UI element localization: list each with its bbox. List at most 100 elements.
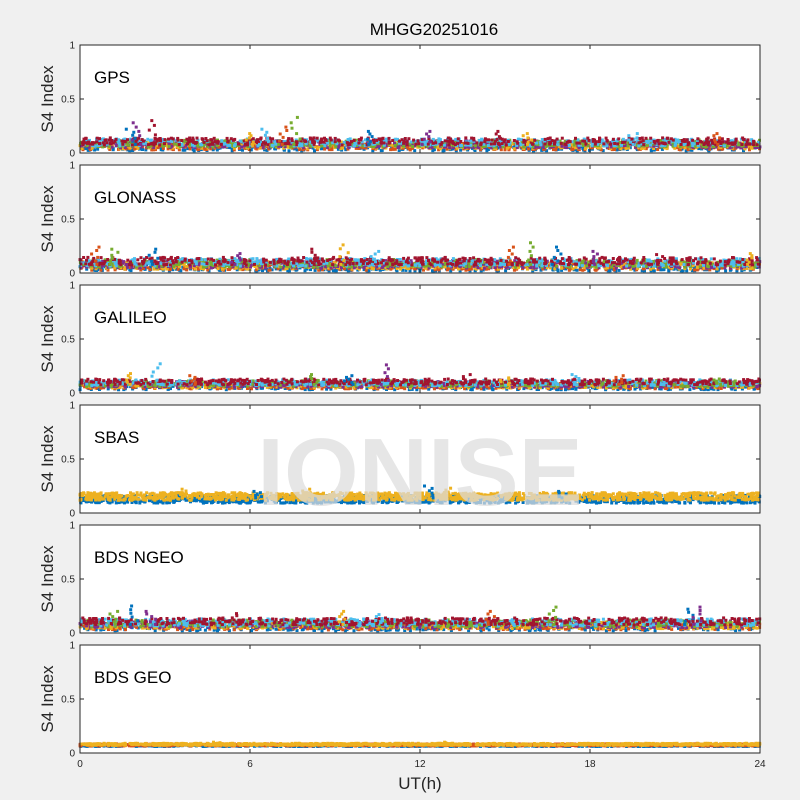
data-point: [584, 143, 587, 146]
data-point: [290, 121, 293, 124]
data-point: [353, 139, 356, 142]
data-point: [498, 143, 501, 146]
data-point: [703, 267, 706, 270]
data-point: [472, 137, 475, 140]
y-tick-label: 1: [69, 41, 75, 52]
data-point: [475, 141, 478, 144]
data-point: [680, 143, 683, 146]
data-point: [631, 138, 634, 141]
data-point: [135, 126, 138, 129]
data-point: [404, 137, 407, 140]
data-point: [618, 269, 621, 272]
data-point: [350, 140, 353, 143]
data-point: [574, 137, 577, 140]
data-point: [284, 126, 287, 129]
data-point: [752, 143, 755, 146]
data-point: [131, 139, 134, 142]
data-point: [541, 138, 544, 141]
data-point: [421, 143, 424, 146]
data-point: [226, 140, 229, 143]
data-point: [380, 149, 383, 152]
data-point: [712, 134, 715, 137]
data-point: [172, 137, 175, 140]
data-point: [131, 144, 134, 147]
data-point: [391, 148, 394, 151]
data-point: [313, 141, 316, 144]
data-point: [454, 138, 457, 141]
data-point: [693, 268, 696, 271]
data-point: [495, 133, 498, 136]
data-point: [649, 137, 652, 140]
data-point: [329, 145, 332, 148]
data-point: [371, 135, 374, 138]
data-point: [366, 138, 369, 141]
data-point: [720, 140, 723, 143]
data-point: [267, 140, 270, 143]
data-point: [388, 137, 391, 140]
data-point: [500, 148, 503, 151]
data-point: [581, 269, 584, 272]
data-point: [220, 143, 223, 146]
data-point: [522, 266, 525, 269]
data-point: [617, 137, 620, 140]
data-point: [300, 143, 303, 146]
data-point: [181, 143, 184, 146]
data-point: [271, 144, 274, 147]
data-point: [584, 261, 587, 264]
data-point: [491, 139, 494, 142]
data-point: [602, 142, 605, 145]
data-point: [262, 146, 265, 149]
data-point: [320, 138, 323, 141]
data-point: [747, 143, 750, 146]
data-point: [349, 143, 352, 146]
data-point: [173, 143, 176, 146]
data-point: [316, 147, 319, 150]
data-point: [354, 142, 357, 145]
data-point: [210, 138, 213, 141]
data-point: [410, 141, 413, 144]
data-point: [441, 141, 444, 144]
data-point: [402, 145, 405, 148]
data-point: [696, 142, 699, 145]
data-point: [122, 140, 125, 143]
data-point: [682, 143, 685, 146]
data-point: [206, 139, 209, 142]
y-axis-label: S4 Index: [38, 65, 57, 133]
data-point: [594, 269, 597, 272]
data-point: [311, 138, 314, 141]
data-point: [625, 147, 628, 150]
data-point: [149, 143, 152, 146]
data-point: [560, 142, 563, 145]
data-point: [578, 142, 581, 145]
data-point: [323, 148, 326, 151]
data-point: [295, 140, 298, 143]
data-point: [337, 139, 340, 142]
data-point: [316, 139, 319, 142]
data-point: [533, 139, 536, 142]
data-point: [573, 144, 576, 147]
data-point: [576, 269, 579, 272]
data-point: [594, 143, 597, 146]
data-point: [639, 137, 642, 140]
data-point: [132, 121, 135, 124]
data-point: [427, 135, 430, 138]
data-point: [504, 269, 507, 272]
data-point: [457, 137, 460, 140]
data-point: [98, 142, 101, 145]
data-point: [260, 137, 263, 140]
data-point: [414, 143, 417, 146]
data-point: [734, 139, 737, 142]
data-point: [640, 140, 643, 143]
data-point: [185, 268, 188, 271]
data-point: [326, 142, 329, 145]
data-point: [444, 139, 447, 142]
data-point: [627, 145, 630, 148]
data-point: [750, 147, 753, 150]
data-point: [448, 143, 451, 146]
data-point: [642, 267, 645, 270]
data-point: [531, 142, 534, 145]
data-point: [553, 140, 556, 143]
data-point: [177, 268, 180, 271]
data-point: [544, 143, 547, 146]
